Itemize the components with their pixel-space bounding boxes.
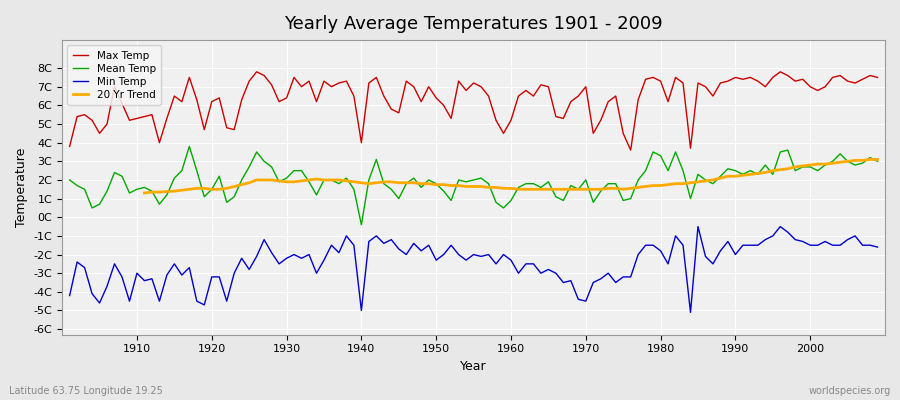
20 Yr Trend (528, 187, 539, 192)
Max Temp (506, 118, 517, 123)
Min Temp (872, 245, 883, 250)
X-axis label: Year: Year (460, 360, 487, 373)
Min Temp (595, 276, 606, 281)
20 Yr Trend (506, 186, 517, 191)
Max Temp (603, 99, 614, 104)
Max Temp (64, 144, 75, 149)
Text: worldspecies.org: worldspecies.org (809, 386, 891, 396)
Max Temp (124, 118, 135, 123)
Legend: Max Temp, Mean Temp, Min Temp, 20 Yr Trend: Max Temp, Mean Temp, Min Temp, 20 Yr Tre… (68, 45, 161, 105)
Min Temp (334, 250, 345, 255)
Line: Max Temp: Max Temp (69, 72, 878, 150)
Title: Yearly Average Temperatures 1901 - 2009: Yearly Average Temperatures 1901 - 2009 (284, 15, 663, 33)
Mean Temp (64, 178, 75, 182)
20 Yr Trend (334, 178, 345, 182)
Mean Temp (124, 191, 135, 196)
20 Yr Trend (865, 157, 876, 162)
Line: 20 Yr Trend: 20 Yr Trend (144, 160, 878, 193)
Min Temp (64, 293, 75, 298)
Mean Temp (872, 159, 883, 164)
Mean Temp (184, 144, 194, 149)
Max Temp (513, 94, 524, 98)
Y-axis label: Temperature: Temperature (15, 148, 28, 227)
Mean Temp (356, 222, 367, 227)
20 Yr Trend (872, 157, 883, 162)
20 Yr Trend (139, 191, 149, 196)
Max Temp (251, 70, 262, 74)
Min Temp (498, 252, 508, 257)
Mean Temp (296, 168, 307, 173)
Min Temp (693, 224, 704, 229)
Max Temp (872, 75, 883, 80)
Min Temp (506, 258, 517, 262)
20 Yr Trend (364, 181, 374, 186)
20 Yr Trend (311, 177, 322, 182)
Line: Mean Temp: Mean Temp (69, 146, 878, 225)
Min Temp (289, 252, 300, 257)
Text: Latitude 63.75 Longitude 19.25: Latitude 63.75 Longitude 19.25 (9, 386, 163, 396)
Line: Min Temp: Min Temp (69, 226, 878, 312)
Max Temp (296, 84, 307, 89)
Mean Temp (341, 176, 352, 180)
Min Temp (124, 299, 135, 304)
Max Temp (626, 148, 636, 152)
Max Temp (341, 79, 352, 84)
Mean Temp (610, 181, 621, 186)
Mean Temp (513, 185, 524, 190)
20 Yr Trend (715, 176, 725, 180)
Mean Temp (520, 181, 531, 186)
Min Temp (685, 310, 696, 315)
